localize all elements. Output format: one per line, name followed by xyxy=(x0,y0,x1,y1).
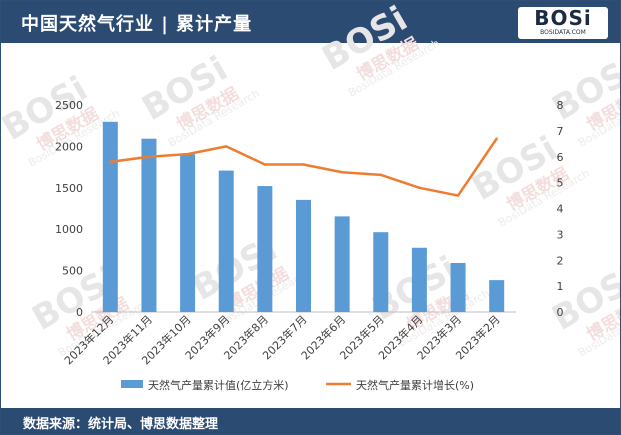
legend-label-bars: 天然气产量累计值(亿立方米) xyxy=(148,378,289,392)
bar xyxy=(373,232,389,312)
line-point xyxy=(418,186,421,189)
line-point xyxy=(302,163,305,166)
y-right-tick-label: 2 xyxy=(557,254,564,267)
y-right-tick-label: 6 xyxy=(557,151,564,164)
bar xyxy=(489,280,505,312)
legend-label-line: 天然气产量累计增长(%) xyxy=(356,378,474,392)
line-point xyxy=(225,145,228,148)
data-source-note: 数据来源：统计局、博思数据整理 xyxy=(23,417,219,432)
y-right-tick-label: 4 xyxy=(557,203,564,216)
line-point xyxy=(495,137,498,140)
bar xyxy=(141,138,157,312)
bar xyxy=(218,170,234,312)
line-point xyxy=(109,160,112,164)
brand-logo: BOSi BOSIDATA.COM xyxy=(518,7,608,39)
line-point xyxy=(379,173,382,177)
bar xyxy=(411,247,427,312)
legend-swatch-bars xyxy=(121,380,143,388)
y-left-tick-label: 2000 xyxy=(55,140,83,153)
y-left-tick-label: 0 xyxy=(76,306,83,319)
growth-line xyxy=(110,137,498,197)
bar xyxy=(102,121,118,312)
y-left-tick-label: 2500 xyxy=(55,99,83,112)
y-right-tick-label: 8 xyxy=(557,99,564,112)
bar xyxy=(257,186,273,312)
bar xyxy=(296,199,311,312)
y-left-tick-label: 1500 xyxy=(55,182,83,195)
header-bar: 中国天然气行业 | 累计产量 BOSi BOSIDATA.COM xyxy=(1,1,620,43)
bar xyxy=(334,216,350,312)
y-left-tick-label: 1000 xyxy=(55,223,83,236)
y-right-tick-label: 0 xyxy=(557,306,564,319)
line-point xyxy=(147,155,151,158)
logo-subtext: BOSIDATA.COM xyxy=(540,29,586,36)
line-point xyxy=(186,152,189,156)
y-right-tick-label: 5 xyxy=(557,177,564,190)
footer-bar: 数据来源：统计局、博思数据整理 xyxy=(1,408,620,434)
page-title: 中国天然气行业 | 累计产量 xyxy=(21,14,253,35)
line-point xyxy=(263,163,267,166)
y-right-tick-label: 1 xyxy=(557,280,564,293)
line-point xyxy=(340,171,344,174)
y-right-tick-label: 3 xyxy=(557,228,564,241)
bar xyxy=(180,154,196,312)
logo-text: BOSi xyxy=(534,6,592,30)
line-point xyxy=(456,194,460,197)
y-left-tick-label: 500 xyxy=(62,265,83,278)
bar xyxy=(450,262,466,312)
y-right-tick-label: 7 xyxy=(557,125,564,138)
